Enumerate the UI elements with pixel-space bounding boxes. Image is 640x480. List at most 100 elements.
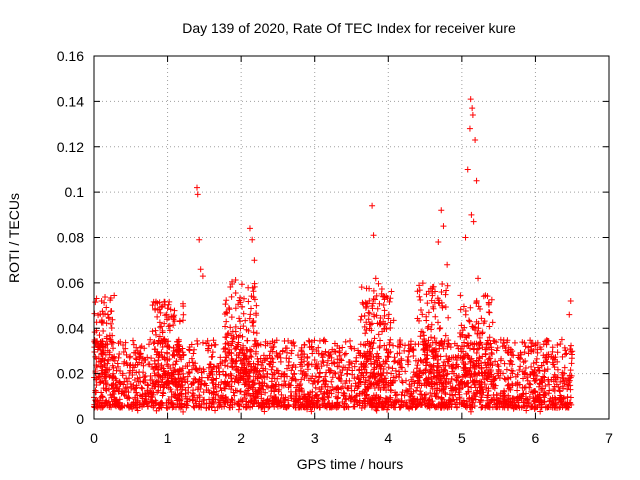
data-point <box>162 312 169 319</box>
data-point <box>174 386 181 393</box>
data-point <box>423 356 430 363</box>
data-point <box>378 286 385 293</box>
data-point <box>342 380 349 387</box>
data-point <box>175 348 182 355</box>
data-point <box>467 340 474 347</box>
data-point <box>399 364 406 371</box>
data-point <box>148 389 155 396</box>
data-point <box>233 352 240 359</box>
data-point <box>480 320 487 327</box>
data-point <box>568 360 575 367</box>
data-point <box>124 378 131 385</box>
data-point <box>362 330 369 337</box>
data-point <box>522 364 529 371</box>
data-point <box>222 345 229 352</box>
data-point <box>133 384 140 391</box>
data-point <box>158 304 165 311</box>
data-point <box>495 366 502 373</box>
data-point <box>288 367 295 374</box>
data-point <box>355 347 362 354</box>
data-point <box>120 360 127 367</box>
data-point <box>472 324 479 331</box>
data-point <box>174 338 181 345</box>
x-tick-label: 1 <box>164 430 172 446</box>
data-point <box>374 359 381 366</box>
data-point <box>519 384 526 391</box>
data-point <box>223 381 230 388</box>
data-point <box>165 338 172 345</box>
data-point <box>292 388 299 395</box>
y-tick-label: 0.12 <box>57 139 84 155</box>
data-point <box>375 280 382 287</box>
data-point <box>263 382 270 389</box>
data-point <box>426 396 433 403</box>
data-point <box>145 393 152 400</box>
data-point <box>250 319 257 326</box>
data-point <box>408 390 415 397</box>
data-point <box>526 380 533 387</box>
data-point <box>129 371 136 378</box>
data-point <box>330 359 337 366</box>
data-point <box>109 339 116 346</box>
data-point <box>194 337 201 344</box>
data-point <box>473 299 480 306</box>
data-point <box>108 324 115 331</box>
data-point <box>98 358 105 365</box>
data-point <box>205 374 212 381</box>
data-point <box>99 394 106 401</box>
data-point <box>288 347 295 354</box>
data-point <box>419 329 426 336</box>
data-point <box>156 299 163 306</box>
data-point <box>231 392 238 399</box>
data-point <box>438 341 445 348</box>
data-point <box>380 403 387 410</box>
data-point <box>457 306 464 313</box>
data-point <box>512 380 519 387</box>
data-point <box>351 396 358 403</box>
data-point <box>548 376 555 383</box>
data-point <box>459 374 466 381</box>
data-point <box>493 347 500 354</box>
data-point <box>235 339 242 346</box>
data-point <box>123 351 130 358</box>
data-point <box>539 376 546 383</box>
data-point <box>261 408 268 415</box>
data-point <box>549 348 556 355</box>
data-points <box>91 96 576 415</box>
data-point <box>262 365 269 372</box>
data-point <box>467 404 474 411</box>
data-point <box>203 340 210 347</box>
data-point <box>437 325 444 332</box>
data-point <box>319 395 326 402</box>
data-point <box>233 345 240 352</box>
data-point <box>438 207 445 214</box>
data-point <box>362 299 369 306</box>
data-point <box>363 285 370 292</box>
data-point <box>149 302 156 309</box>
data-point <box>538 386 545 393</box>
data-point <box>192 400 199 407</box>
data-point <box>269 382 276 389</box>
data-point <box>190 387 197 394</box>
data-point <box>275 388 282 395</box>
data-point <box>183 401 190 408</box>
data-point <box>239 347 246 354</box>
data-point <box>182 393 189 400</box>
data-point <box>323 378 330 385</box>
data-point <box>410 352 417 359</box>
data-point <box>144 381 151 388</box>
data-point <box>534 364 541 371</box>
data-point <box>186 370 193 377</box>
data-point <box>158 379 165 386</box>
data-point <box>339 344 346 351</box>
data-point <box>377 372 384 379</box>
data-point <box>281 338 288 345</box>
data-point <box>567 367 574 374</box>
data-point <box>273 349 280 356</box>
data-point <box>476 355 483 362</box>
data-point <box>249 236 256 243</box>
data-point <box>419 339 426 346</box>
data-point <box>107 320 114 327</box>
data-point <box>431 403 438 410</box>
